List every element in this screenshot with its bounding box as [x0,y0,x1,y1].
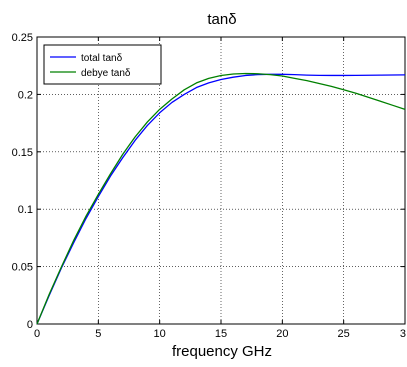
x-tick-label: 10 [154,328,166,340]
legend-box [43,44,162,85]
legend-label: debye tanδ [81,68,131,79]
axes-layer: 0 5 10 15 20 25 300.050.10.150.20.25 [12,32,406,340]
series-layer [36,72,406,325]
x-tick-label: 3 [400,328,406,340]
series-line-total [36,73,406,325]
y-tick-label: 0.15 [12,147,33,159]
legend: total tanδ debye tanδ [43,44,162,85]
x-tick-label: 5 [95,328,101,340]
x-tick-label: 15 [215,328,227,340]
x-tick-label: 25 [338,328,350,340]
legend-label: total tanδ [81,53,123,64]
grid-layer [37,37,405,324]
series-line-debye [36,72,406,325]
y-tick-label: 0 [27,319,33,331]
y-tick-label: 0.25 [12,32,33,44]
plot-area [37,37,405,324]
chart-title: tanδ [207,11,236,28]
y-tick-label: 0.2 [18,89,33,101]
x-tick-label: 20 [276,328,288,340]
y-tick-label: 0.1 [18,204,33,216]
y-tick-label: 0.05 [12,262,33,274]
x-tick-label: 0 [34,328,40,340]
x-axis-label: frequency GHz [172,343,272,360]
